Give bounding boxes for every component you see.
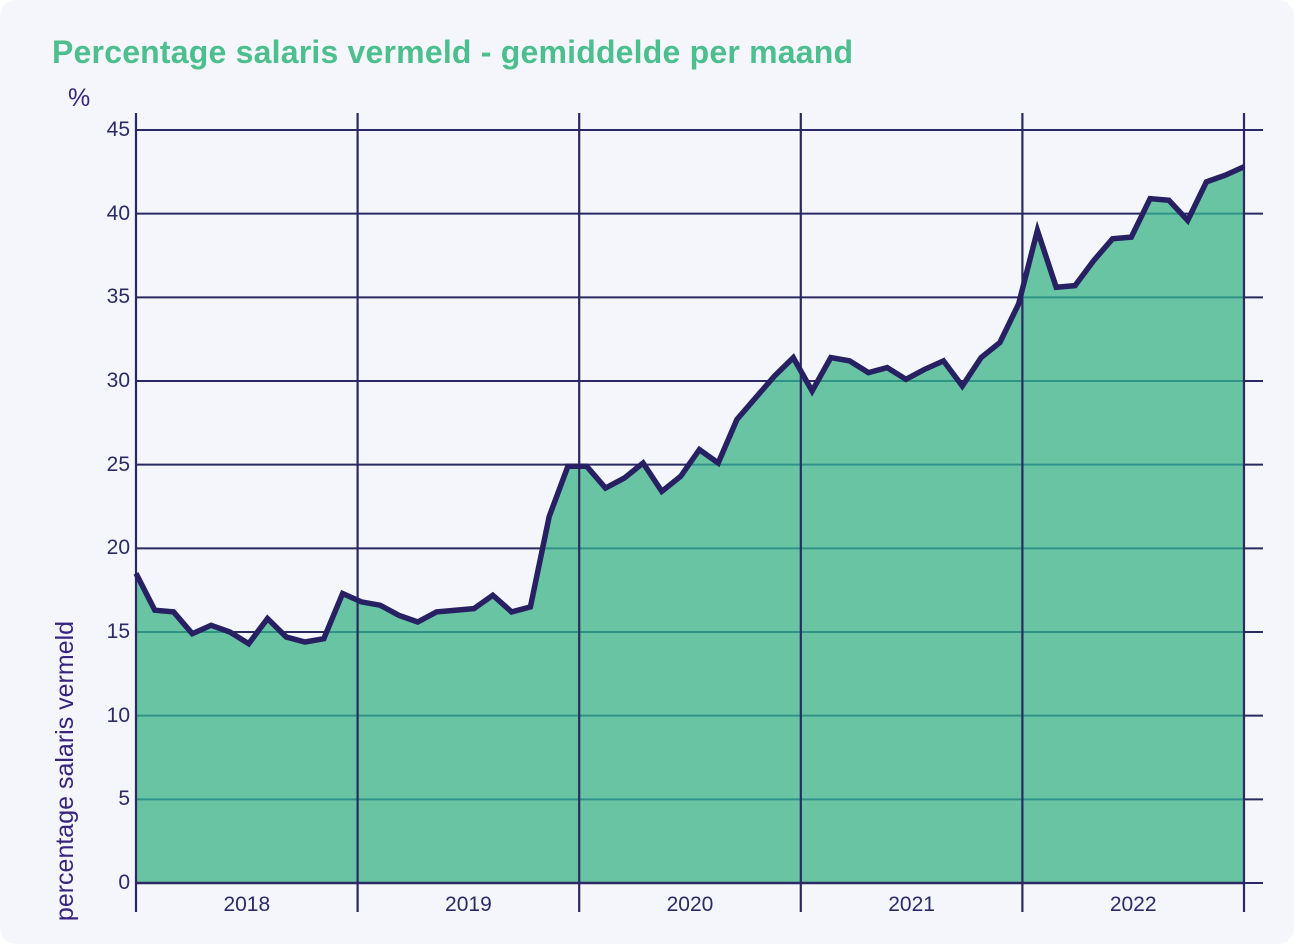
data-line — [133, 164, 1246, 648]
area-fill — [136, 166, 1244, 884]
y-axis-tick-label: 0 — [118, 871, 130, 894]
y-axis-tick-label: 25 — [106, 452, 130, 476]
y-axis-tick-label: 40 — [106, 201, 130, 225]
y-axis-tick-label: 10 — [106, 703, 130, 727]
y-axis-tick-label: 5 — [118, 787, 130, 811]
y-axis-tick-label: 45 — [106, 118, 130, 141]
x-axis-tick-label: 2020 — [666, 893, 714, 916]
x-axis-tick-label: 2021 — [888, 893, 935, 916]
y-axis-unit-label: % — [68, 84, 91, 112]
y-axis-tick-label: 35 — [106, 285, 130, 309]
x-axis-tick-label: 2018 — [223, 893, 271, 916]
y-axis-tick-label: 20 — [106, 536, 130, 560]
y-axis-tick-label: 30 — [106, 369, 130, 392]
x-axis-tick-label: 2022 — [1109, 893, 1157, 916]
x-axis-tick-label: 2019 — [445, 893, 492, 916]
chart-title: Percentage salaris vermeld - gemiddelde … — [52, 34, 854, 70]
y-axis-tick-label: 15 — [106, 620, 130, 643]
